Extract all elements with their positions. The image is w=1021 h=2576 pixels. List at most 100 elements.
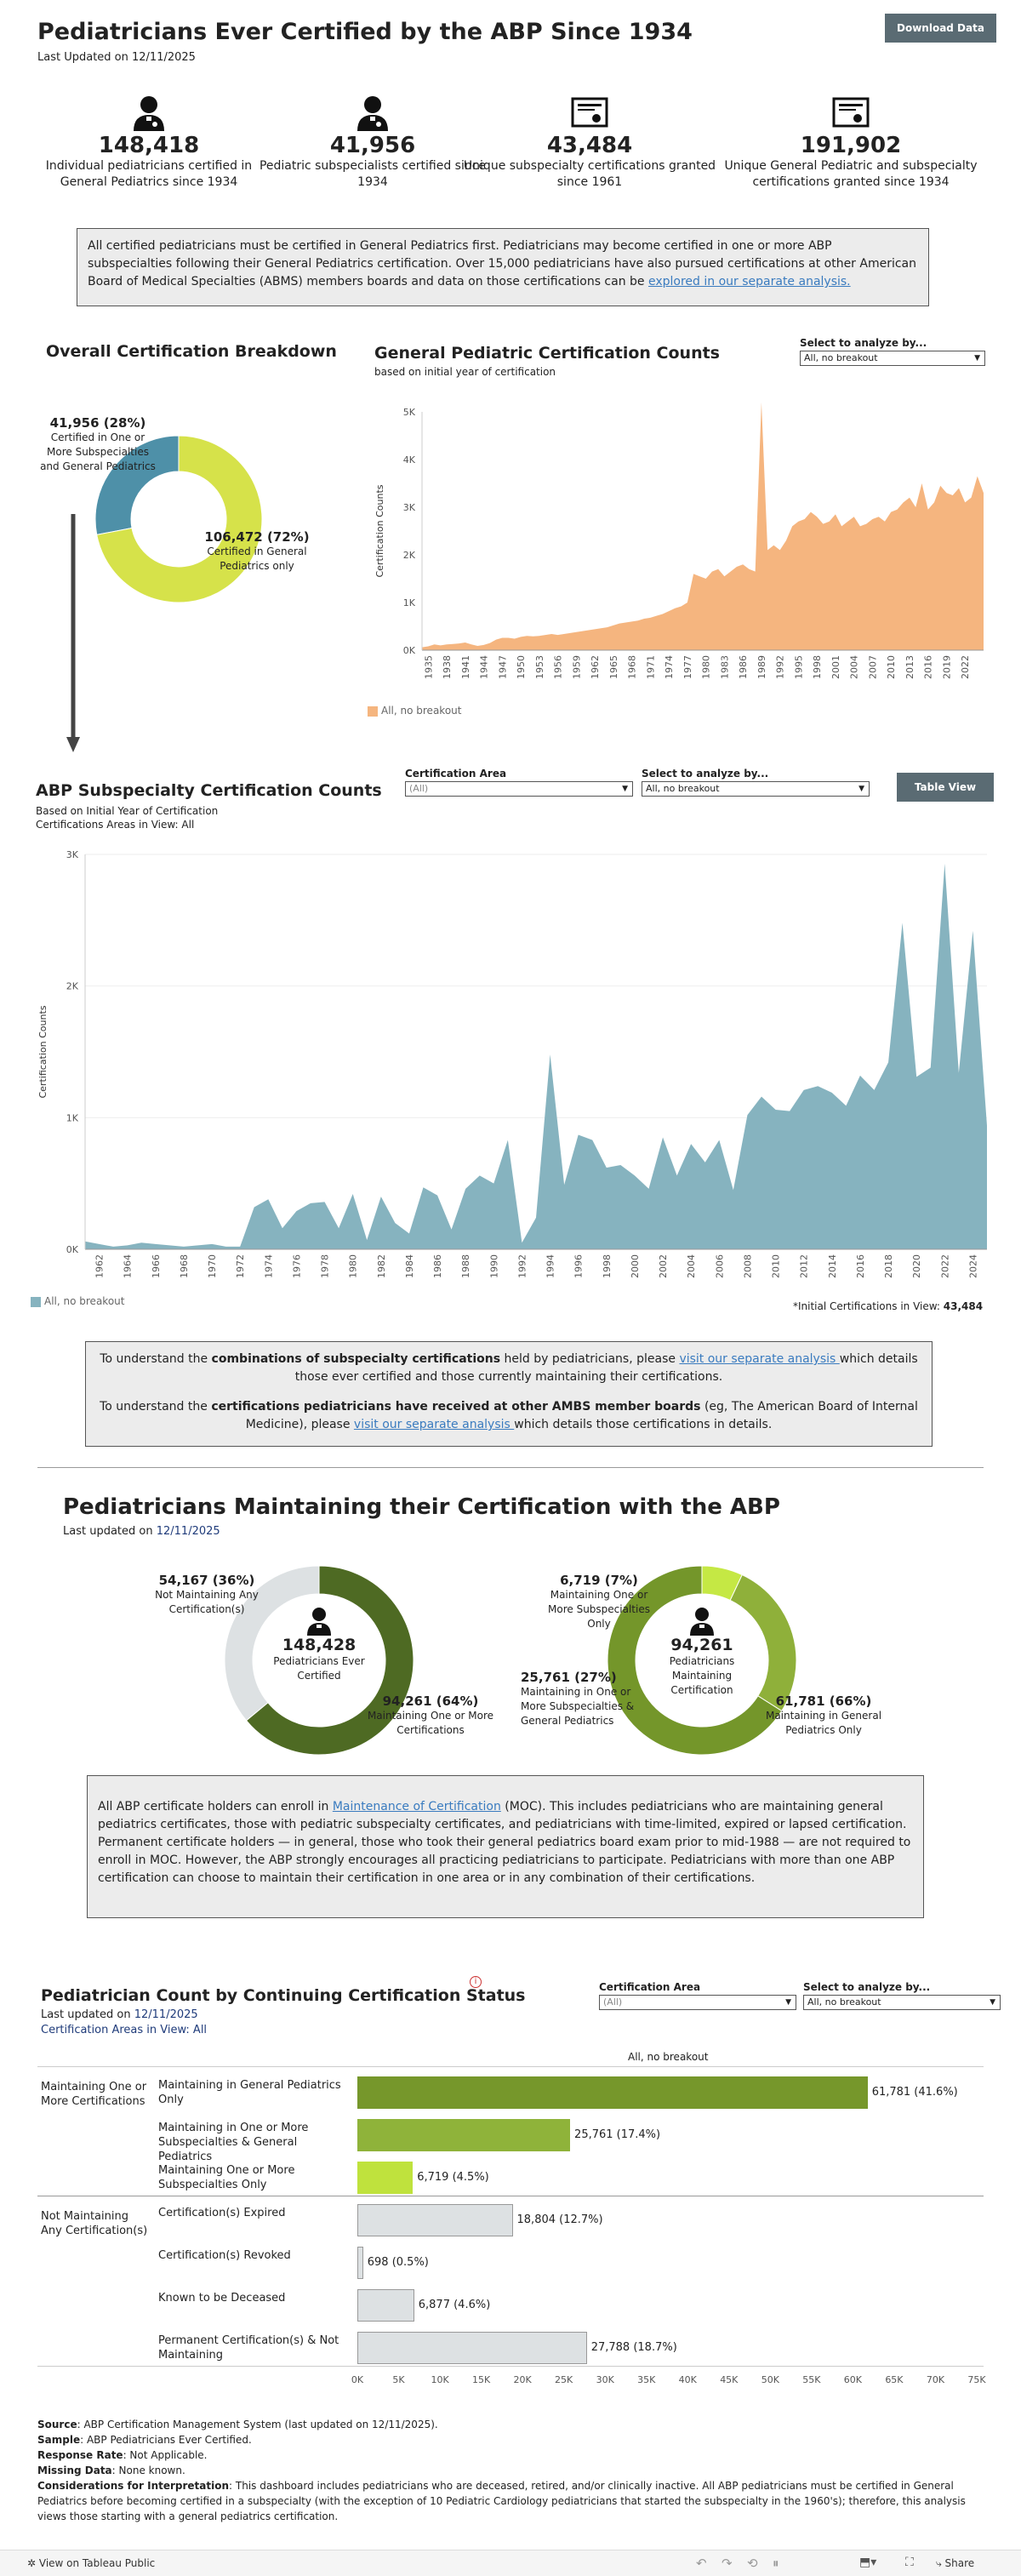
gp-chart-title: General Pediatric Certification Counts <box>374 344 720 363</box>
x-tick-label: 1998 <box>812 655 823 679</box>
share-button[interactable]: ⤷ Share <box>936 2557 975 2569</box>
footer-notes: Source: ABP Certification Management Sys… <box>37 2419 966 2522</box>
chevron-down-icon: ▼ <box>858 785 864 793</box>
cc-category-label: Maintaining One or More Subspecialties O… <box>158 2164 295 2191</box>
x-tick-label: 1992 <box>516 1254 528 1278</box>
x-tick-label: 1995 <box>793 655 804 679</box>
slice-gp-only[interactable] <box>607 1565 783 1756</box>
intro-link[interactable]: explored in our separate analysis. <box>647 275 851 288</box>
section-divider <box>37 1467 984 1468</box>
download-data-button[interactable]: Download Data <box>885 14 996 43</box>
gp-select-label: Select to analyze by... <box>800 337 927 349</box>
legend-swatch <box>368 705 378 717</box>
sub-chart-areas: Certifications Areas in View: All <box>36 819 195 831</box>
x-tick-label: 2018 <box>883 1254 894 1278</box>
x-tick-label: 2004 <box>686 1254 697 1278</box>
area-series[interactable] <box>422 402 984 650</box>
cc-category-label: Certification(s) Expired <box>158 2207 286 2219</box>
moc-link[interactable]: Maintenance of Certification <box>332 1800 501 1813</box>
cc-bar[interactable] <box>357 2119 571 2151</box>
cc-area-dropdown[interactable]: (All) ▼ <box>599 1995 796 2010</box>
x-tick-label: 2000 <box>630 1254 641 1278</box>
y-tick-label: 3K <box>403 502 416 513</box>
slice-gp-only[interactable] <box>96 435 263 603</box>
y-tick-label: 2K <box>403 550 416 561</box>
x-tick-label: 1959 <box>571 655 582 679</box>
x-tick-label: 1974 <box>263 1254 274 1278</box>
slice-not-maintaining[interactable] <box>224 1565 320 1722</box>
x-tick-label: 1965 <box>608 655 619 679</box>
x-tick-label: 75K <box>967 2374 986 2385</box>
tableau-icon: ✲ <box>27 2557 39 2569</box>
share-icon: ⤷ <box>936 2557 945 2569</box>
undo-icon[interactable]: ↶ <box>696 2556 707 2571</box>
pause-icon[interactable]: ⏸ <box>773 2556 779 2571</box>
cc-bar[interactable] <box>357 2247 363 2279</box>
sub-chart-title: ABP Subspecialty Certification Counts <box>36 781 382 800</box>
x-tick-label: 1994 <box>545 1254 556 1278</box>
x-tick-label: 1953 <box>534 655 545 679</box>
x-tick-label: 1970 <box>207 1254 218 1278</box>
donut2-center: 148,428 Pediatricians Ever Certified <box>266 1607 372 1683</box>
area-series[interactable] <box>85 863 987 1249</box>
cc-category-label: Known to be Deceased <box>158 2292 286 2305</box>
slice-maintaining[interactable] <box>245 1565 414 1756</box>
revert-icon[interactable]: ⟲ <box>747 2556 758 2571</box>
breakdown-donut <box>94 435 263 603</box>
x-tick-label: 2016 <box>855 1254 866 1278</box>
x-tick-label: 1964 <box>123 1254 134 1278</box>
x-tick-label: 1996 <box>573 1254 585 1278</box>
chevron-down-icon: ▼ <box>785 1998 791 2007</box>
stat-label: Unique subspecialty certifications grant… <box>463 159 716 189</box>
x-tick-label: 35K <box>637 2374 656 2385</box>
cc-bar[interactable] <box>357 2289 414 2322</box>
x-tick-label: 1980 <box>701 655 712 679</box>
sub-area-dropdown[interactable]: (All) ▼ <box>405 781 633 797</box>
view-on-tableau-link[interactable]: ✲ View on Tableau Public <box>27 2557 156 2569</box>
cc-col-header: All, no breakout <box>628 2051 709 2063</box>
maintaining-donut <box>607 1565 797 1756</box>
cc-bar[interactable] <box>357 2076 868 2109</box>
x-tick-label: 1950 <box>516 655 527 679</box>
ambs-link[interactable]: visit our separate analysis <box>353 1418 515 1431</box>
x-tick-label: 1944 <box>479 655 490 679</box>
maint-updated: Last updated on 12/11/2025 <box>63 1525 220 1538</box>
combinations-link[interactable]: visit our separate analysis <box>679 1352 840 1366</box>
stat-number: 41,956 <box>329 133 416 158</box>
x-tick-label: 50K <box>761 2374 779 2385</box>
sub-select-label: Select to analyze by... <box>642 768 769 780</box>
x-tick-label: 10K <box>431 2374 449 2385</box>
cc-bar[interactable] <box>357 2204 513 2236</box>
redo-icon[interactable]: ↷ <box>722 2556 733 2571</box>
x-tick-label: 2008 <box>742 1254 753 1278</box>
gp-select-dropdown[interactable]: All, no breakout ▼ <box>800 351 985 366</box>
x-tick-label: 1986 <box>432 1254 443 1278</box>
x-tick-label: 1976 <box>291 1254 302 1278</box>
sub-select-dropdown[interactable]: All, no breakout ▼ <box>642 781 870 797</box>
last-updated: Last Updated on 12/11/2025 <box>37 51 196 64</box>
breakdown-b-label: 106,472 (72%) Certified in General Pedia… <box>204 529 310 572</box>
x-tick-label: 2013 <box>904 655 915 679</box>
cc-select-dropdown[interactable]: All, no breakout ▼ <box>803 1995 1001 2010</box>
cc-bar-value: 698 (0.5%) <box>367 2256 429 2269</box>
cc-bar[interactable] <box>357 2332 587 2364</box>
page-title: Pediatricians Ever Certified by the ABP … <box>37 19 693 45</box>
x-tick-label: 1988 <box>460 1254 471 1278</box>
donut3-b-label: 25,761 (27%) Maintaining in One or More … <box>521 1670 635 1727</box>
cc-category-label: Maintaining in One or More Subspecialtie… <box>158 2122 309 2163</box>
tableau-toolbar: ✲ View on Tableau Public ↶ ↷ ⟲ ⏸ ⬒▾ ⛶ ⤷ … <box>0 2550 1021 2576</box>
stat-label: Individual pediatricians certified in Ge… <box>45 159 253 189</box>
cc-bar-value: 6,877 (4.6%) <box>418 2299 491 2311</box>
y-axis-title: Certification Counts <box>374 484 385 577</box>
download-icon[interactable]: ⬒▾ <box>859 2556 877 2569</box>
info-icon[interactable]: i <box>470 1976 482 1988</box>
gp-chart-subtitle: based on initial year of certification <box>374 366 556 378</box>
cc-bar[interactable] <box>357 2162 414 2194</box>
x-tick-label: 55K <box>802 2374 821 2385</box>
table-view-button[interactable]: Table View <box>897 773 994 802</box>
stat-card: 41,956 Pediatric subspecialists certified… <box>245 95 500 191</box>
slice-subspecialties[interactable] <box>94 435 180 535</box>
cc-updated: Last updated on 12/11/2025 <box>41 2008 198 2021</box>
y-tick-label: 4K <box>403 454 416 466</box>
fullscreen-icon[interactable]: ⛶ <box>905 2556 914 2569</box>
